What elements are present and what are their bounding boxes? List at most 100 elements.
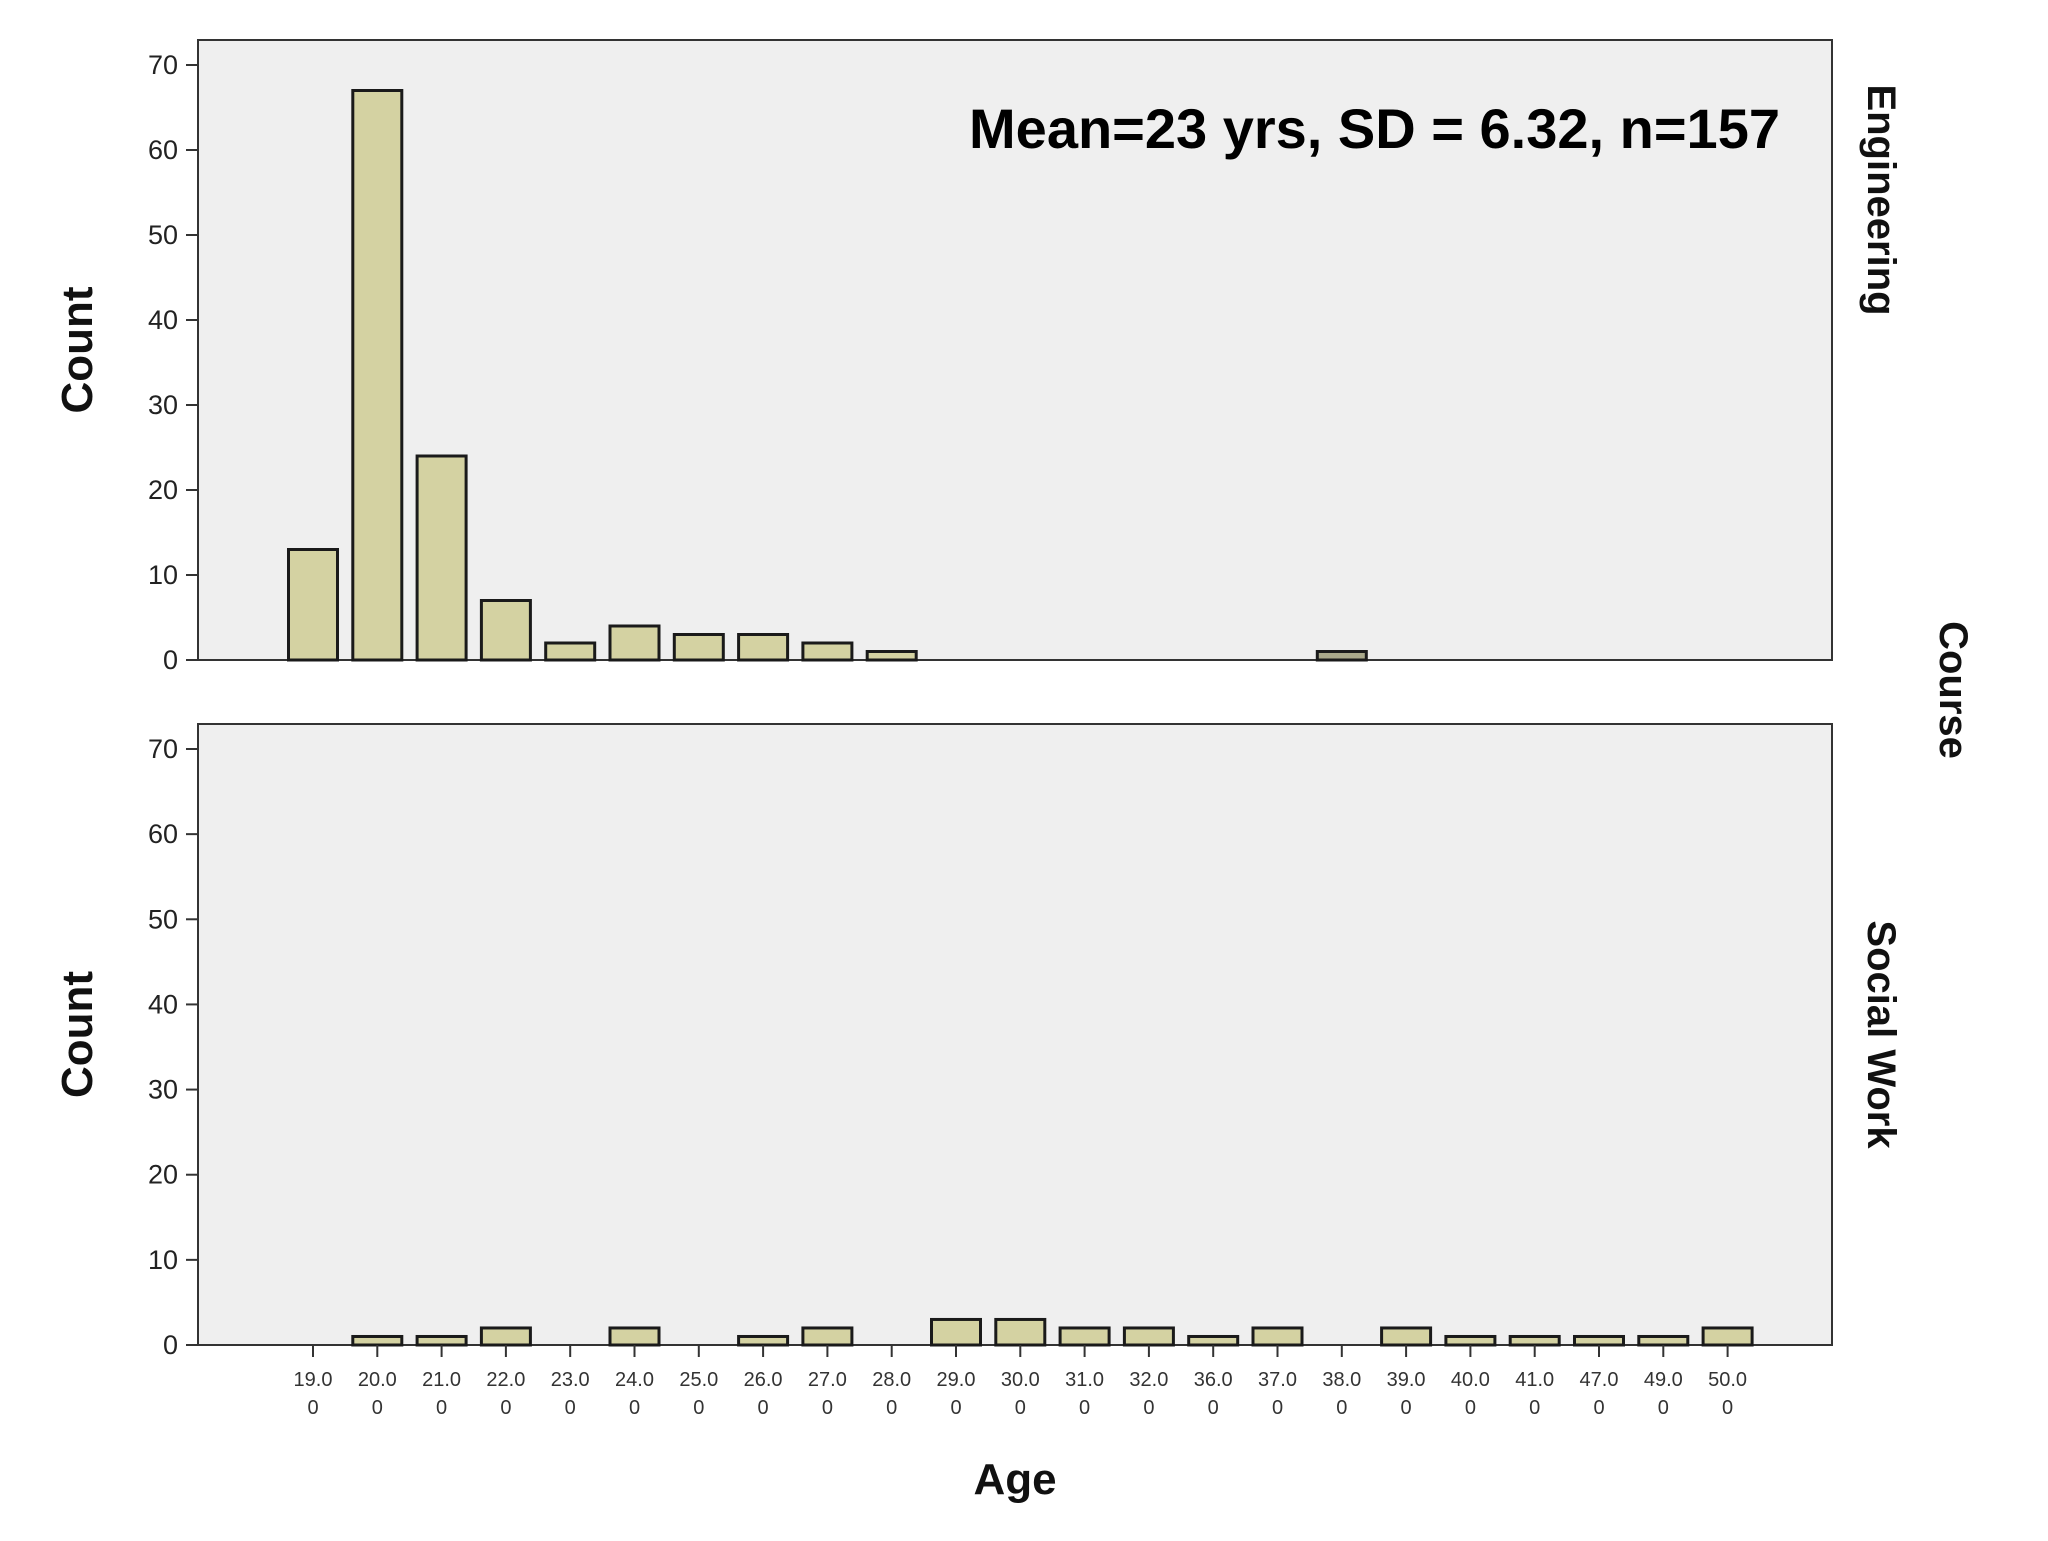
x-tick-label: 36.0 bbox=[1194, 1369, 1233, 1391]
y-tick-label: 40 bbox=[148, 989, 178, 1019]
bar bbox=[930, 1317, 982, 1347]
y-tick-label: 70 bbox=[148, 50, 178, 80]
x-tick-label-line2: 0 bbox=[1465, 1397, 1476, 1419]
x-tick-label-line2: 0 bbox=[372, 1397, 383, 1419]
y-tick-label: 40 bbox=[148, 305, 178, 335]
bar bbox=[1637, 1334, 1690, 1347]
x-tick-label: 49.0 bbox=[1644, 1369, 1683, 1391]
y-tick-label: 0 bbox=[163, 645, 178, 675]
x-tick-label: 21.0 bbox=[422, 1369, 461, 1391]
x-tick-label-line2: 0 bbox=[1529, 1397, 1540, 1419]
y-tick-label: 0 bbox=[163, 1330, 178, 1360]
x-tick-label-line2: 0 bbox=[307, 1397, 318, 1419]
bar bbox=[1315, 650, 1368, 662]
x-tick-label-line2: 0 bbox=[436, 1397, 447, 1419]
bar bbox=[415, 454, 468, 662]
x-tick-label: 23.0 bbox=[551, 1369, 590, 1391]
facet-label-1: Social Work bbox=[1859, 920, 1903, 1149]
x-tick-label: 28.0 bbox=[872, 1369, 911, 1391]
bar bbox=[865, 650, 918, 662]
summary-annotation: Mean=23 yrs, SD = 6.32, n=157 bbox=[969, 97, 1780, 160]
x-tick-label: 20.0 bbox=[358, 1369, 397, 1391]
x-tick-label-line2: 0 bbox=[500, 1397, 511, 1419]
y-tick-label: 70 bbox=[148, 734, 178, 764]
x-tick-label: 47.0 bbox=[1580, 1369, 1619, 1391]
plot-area bbox=[197, 723, 1833, 1346]
bar bbox=[479, 599, 532, 662]
bar bbox=[672, 633, 725, 662]
bar bbox=[415, 1334, 468, 1347]
bar bbox=[479, 1326, 532, 1347]
bar bbox=[608, 1326, 661, 1347]
x-tick-label-line2: 0 bbox=[1336, 1397, 1347, 1419]
y-tick-label: 50 bbox=[148, 220, 178, 250]
x-tick-label-line2: 0 bbox=[822, 1397, 833, 1419]
bar bbox=[544, 641, 597, 662]
bar bbox=[737, 633, 790, 662]
x-tick-label-line2: 0 bbox=[565, 1397, 576, 1419]
bar bbox=[1701, 1326, 1754, 1347]
x-tick-label: 29.0 bbox=[937, 1369, 976, 1391]
bar bbox=[1444, 1334, 1497, 1347]
bar bbox=[351, 89, 404, 662]
y-tick-label: 60 bbox=[148, 135, 178, 165]
x-tick-label: 26.0 bbox=[744, 1369, 783, 1391]
y-tick-label: 30 bbox=[148, 1075, 178, 1105]
x-tick-label-line2: 0 bbox=[1593, 1397, 1604, 1419]
x-tick-label: 39.0 bbox=[1387, 1369, 1426, 1391]
plot-area bbox=[197, 39, 1833, 661]
bar bbox=[287, 548, 339, 662]
bar bbox=[801, 1326, 854, 1347]
x-tick-label-line2: 0 bbox=[693, 1397, 704, 1419]
bar bbox=[801, 641, 854, 662]
facet-axis-title: Course bbox=[1931, 621, 1975, 759]
x-tick-label-line2: 0 bbox=[1272, 1397, 1283, 1419]
x-tick-label: 19.0 bbox=[294, 1369, 333, 1391]
bar bbox=[1508, 1334, 1561, 1347]
x-tick-label-line2: 0 bbox=[1208, 1397, 1219, 1419]
bar bbox=[1122, 1326, 1175, 1347]
x-tick-label-line2: 0 bbox=[1143, 1397, 1154, 1419]
panel-1: 0 10 20 30 40 50 60 70 Count Social Work 19.0 0 20.0… bbox=[53, 723, 1903, 1419]
x-tick-label: 38.0 bbox=[1322, 1369, 1361, 1391]
x-tick-label: 50.0 bbox=[1708, 1369, 1747, 1391]
x-tick-label-line2: 0 bbox=[1658, 1397, 1669, 1419]
bar bbox=[1058, 1326, 1111, 1347]
y-axis-title: Count bbox=[53, 286, 102, 413]
bar bbox=[737, 1334, 790, 1347]
x-tick-label-line2: 0 bbox=[1401, 1397, 1412, 1419]
x-tick-label: 32.0 bbox=[1129, 1369, 1168, 1391]
x-tick-label: 22.0 bbox=[486, 1369, 525, 1391]
facet-label-0: Engineering bbox=[1859, 84, 1903, 315]
y-tick-label: 10 bbox=[148, 1245, 178, 1275]
x-tick-label: 41.0 bbox=[1515, 1369, 1554, 1391]
x-tick-label: 31.0 bbox=[1065, 1369, 1104, 1391]
y-tick-label: 50 bbox=[148, 904, 178, 934]
bar bbox=[1251, 1326, 1304, 1347]
x-tick-label: 40.0 bbox=[1451, 1369, 1490, 1391]
x-tick-label-line2: 0 bbox=[1015, 1397, 1026, 1419]
x-tick-label: 37.0 bbox=[1258, 1369, 1297, 1391]
y-tick-label: 60 bbox=[148, 819, 178, 849]
panels: 0 10 20 30 40 50 60 70 Count Engineering 0 10 20 30 40… bbox=[53, 39, 1903, 1419]
x-tick-label: 24.0 bbox=[615, 1369, 654, 1391]
x-tick-label-line2: 0 bbox=[886, 1397, 897, 1419]
x-tick-label-line2: 0 bbox=[1079, 1397, 1090, 1419]
x-tick-label-line2: 0 bbox=[629, 1397, 640, 1419]
y-tick-label: 10 bbox=[148, 560, 178, 590]
x-tick-label-line2: 0 bbox=[1722, 1397, 1733, 1419]
bar bbox=[1573, 1334, 1625, 1347]
bar bbox=[994, 1317, 1047, 1347]
panel-0: 0 10 20 30 40 50 60 70 Count Engineering bbox=[53, 39, 1903, 675]
x-axis-title: Age bbox=[973, 1455, 1056, 1504]
y-axis-title: Count bbox=[53, 971, 102, 1098]
y-tick-label: 20 bbox=[148, 475, 178, 505]
x-tick-label: 25.0 bbox=[679, 1369, 718, 1391]
x-tick-label-line2: 0 bbox=[950, 1397, 961, 1419]
bar bbox=[608, 624, 661, 662]
y-tick-label: 20 bbox=[148, 1160, 178, 1190]
bar bbox=[1380, 1326, 1433, 1347]
x-tick-label: 30.0 bbox=[1001, 1369, 1040, 1391]
